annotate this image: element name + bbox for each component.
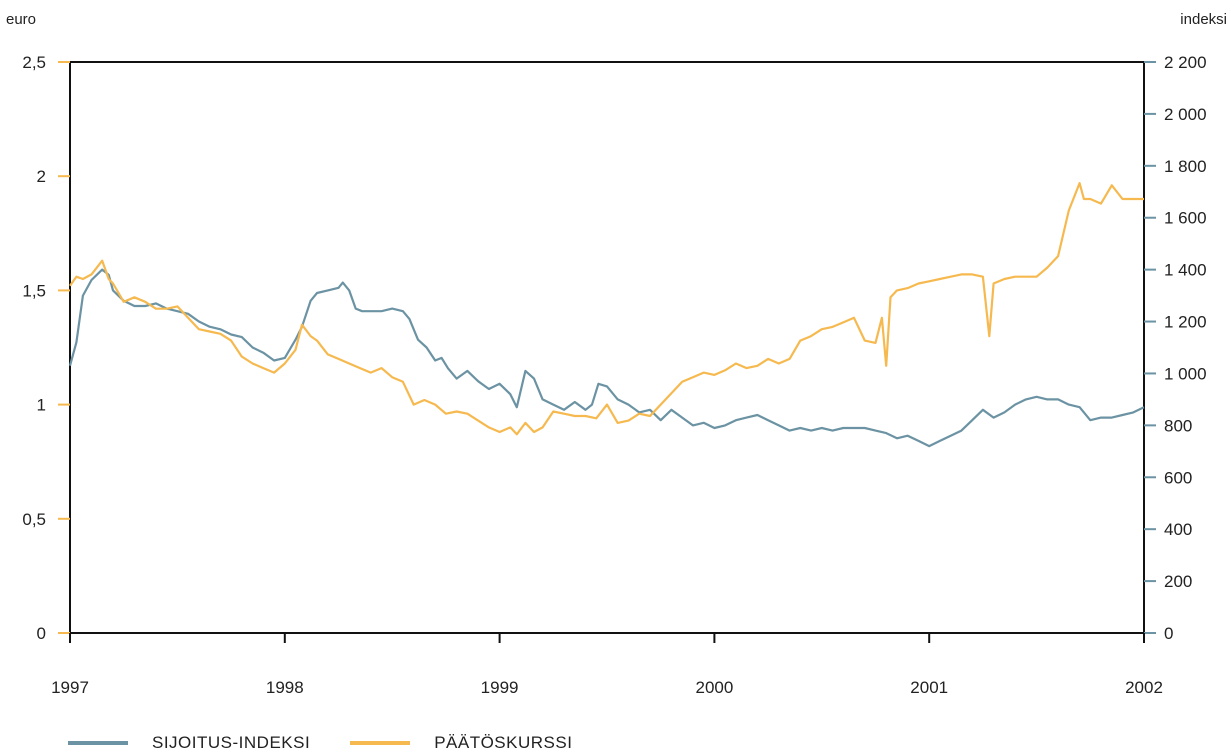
right-tick-label: 600	[1164, 468, 1192, 487]
x-axis: 1997 1998 1999 2000 2001 2002	[51, 633, 1163, 697]
series-lines	[68, 182, 1145, 448]
x-tick-label: 2000	[695, 678, 733, 697]
right-tick-label: 1 400	[1164, 261, 1207, 280]
x-tick-label: 2001	[910, 678, 948, 697]
legend-label-sijoitus: SIJOITUS-INDEKSI	[152, 733, 311, 752]
right-tick-label: 1 000	[1164, 364, 1207, 383]
left-tick-label: 1	[37, 396, 46, 415]
legend-item-paatoskurssi: PÄÄTÖSKURSSI	[350, 733, 572, 753]
left-tick-label: 0	[37, 624, 46, 643]
left-tick-label: 0,5	[22, 510, 46, 529]
right-tick-label: 800	[1164, 416, 1192, 435]
right-tick-label: 200	[1164, 572, 1192, 591]
series-line-paatoskurssi	[69, 182, 1144, 436]
right-tick-label: 400	[1164, 520, 1192, 539]
right-tick-label: 2 000	[1164, 105, 1207, 124]
right-axis-unit: indeksi	[1180, 11, 1227, 28]
left-tick-label: 2,5	[22, 53, 46, 72]
left-axis-unit: euro	[6, 11, 36, 28]
left-tick-label: 1,5	[22, 281, 46, 300]
legend-item-sijoitus: SIJOITUS-INDEKSI	[68, 733, 310, 753]
legend-swatch-sijoitus	[68, 741, 128, 745]
legend-swatch-paatoskurssi	[350, 741, 411, 745]
left-tick-label: 2	[37, 167, 46, 186]
right-tick-label: 1 200	[1164, 313, 1207, 332]
x-tick-label: 1999	[481, 678, 519, 697]
x-tick-label: 1997	[51, 678, 89, 697]
right-tick-label: 1 800	[1164, 157, 1207, 176]
right-axis: 0 200 400 600 800 1 000 1 200 1 400 1 600 1 800 2 …	[1144, 53, 1207, 643]
plot-frame	[69, 61, 1145, 634]
legend: SIJOITUS-INDEKSI PÄÄTÖSKURSSI	[68, 733, 612, 753]
x-tick-label: 2002	[1125, 678, 1163, 697]
series-line-sijoitus-indeksi	[68, 268, 1145, 448]
left-axis: 0 0,5 1 1,5 2 2,5	[22, 53, 70, 643]
right-tick-label: 2 200	[1164, 53, 1207, 72]
right-tick-label: 0	[1164, 624, 1173, 643]
x-tick-label: 1998	[266, 678, 304, 697]
right-tick-label: 1 600	[1164, 209, 1207, 228]
legend-label-paatoskurssi: PÄÄTÖSKURSSI	[434, 733, 573, 752]
